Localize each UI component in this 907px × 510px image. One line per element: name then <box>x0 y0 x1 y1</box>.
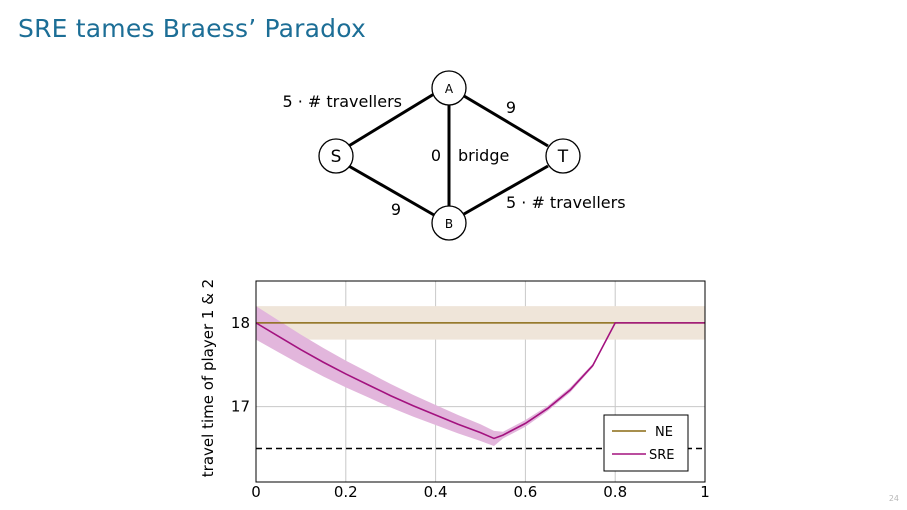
band-sre <box>256 306 705 446</box>
x-tick-label: 0.2 <box>334 483 358 501</box>
page-number: 24 <box>888 494 899 503</box>
y-tick-label: 17 <box>231 398 250 416</box>
legend-ne-label: NE <box>655 425 673 440</box>
y-tick-label: 18 <box>231 314 250 332</box>
x-tick-label: 0.8 <box>603 483 627 501</box>
y-axis-label: travel time of player 1 & 2 <box>199 279 217 477</box>
bridge-cost-label: 0 <box>431 146 441 165</box>
legend-box <box>603 414 689 472</box>
node-s-label: S <box>331 147 342 167</box>
bridge-label: bridge <box>458 146 509 165</box>
x-tick-label: 0.4 <box>424 483 448 501</box>
legend: NE SRE <box>603 414 689 472</box>
x-tick-label: 0.6 <box>513 483 537 501</box>
braess-network-diagram: S A B T 5 · # travellers 9 9 5 · # trave… <box>282 70 626 241</box>
node-a-label: A <box>445 82 454 96</box>
edge-a-t <box>463 94 549 148</box>
x-tick-label: 0 <box>251 483 261 501</box>
node-b: B <box>431 205 467 241</box>
node-s: S <box>318 138 354 174</box>
series-lines <box>255 322 705 440</box>
legend-sre-label: SRE <box>649 448 675 463</box>
edge-s-b <box>346 163 435 217</box>
edge-s-a <box>346 92 435 149</box>
node-b-label: B <box>445 217 453 231</box>
edge-b-t <box>463 164 549 216</box>
edge-a-t-label: 9 <box>506 98 516 117</box>
node-t: T <box>545 138 581 174</box>
x-tick-label: 1 <box>700 483 710 501</box>
plot-frame <box>255 280 706 483</box>
edge-b-t-label: 5 · # travellers <box>506 193 626 212</box>
series-line-sre <box>255 322 705 440</box>
node-t-label: T <box>557 147 569 167</box>
x-tick-labels: 0 0.2 0.4 0.6 0.8 1 <box>251 483 710 501</box>
edge-s-a-label: 5 · # travellers <box>282 92 402 111</box>
node-a: A <box>431 70 467 106</box>
edge-s-b-label: 9 <box>391 200 401 219</box>
slide-title: SRE tames Braess’ Paradox <box>18 14 366 43</box>
